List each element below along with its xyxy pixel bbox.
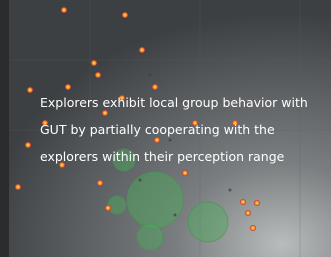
- simulation-screenshot: Explorers exhibit local group behavior w…: [0, 0, 331, 257]
- left-edge: [0, 0, 9, 257]
- caption-line: explorers within their perception range: [40, 149, 285, 164]
- caption-line: Explorers exhibit local group behavior w…: [40, 95, 308, 110]
- caption-line: GUT by partially cooperating with the: [40, 122, 275, 137]
- caption: Explorers exhibit local group behavior w…: [40, 95, 308, 164]
